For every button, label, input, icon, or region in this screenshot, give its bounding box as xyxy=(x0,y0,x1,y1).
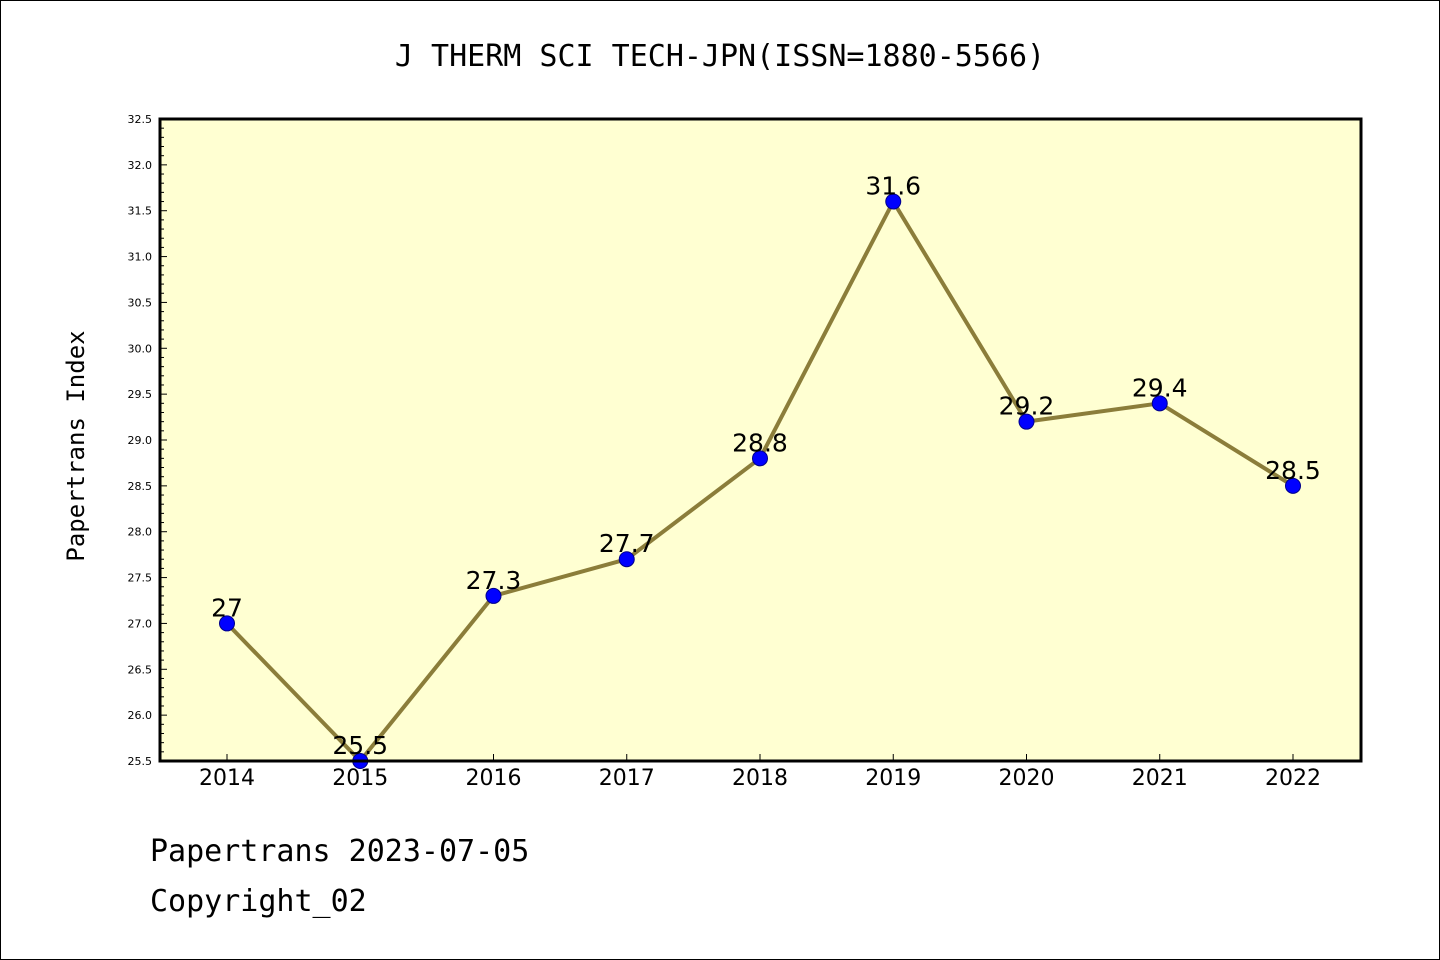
y-tick-label: 29.5 xyxy=(128,388,153,401)
y-tick-label: 32.0 xyxy=(128,159,153,172)
x-tick-label: 2015 xyxy=(332,766,388,791)
y-tick-label: 27.5 xyxy=(128,572,153,585)
plot-frame xyxy=(158,117,1363,763)
data-point-marker xyxy=(1151,395,1168,412)
y-tick-label: 30.0 xyxy=(128,342,153,355)
data-point-marker xyxy=(1018,413,1035,430)
data-label: 29.2 xyxy=(999,392,1055,421)
y-tick-label: 28.0 xyxy=(128,526,153,539)
data-label: 25.5 xyxy=(332,731,388,760)
y-tick-label: 26.0 xyxy=(128,709,153,722)
y-tick-label: 31.0 xyxy=(128,251,153,264)
data-point-marker xyxy=(618,551,635,568)
data-labels: 27 25.5 27.3 27.7 28.8 31.6 29.2 29.4 28.5 xyxy=(211,172,1321,760)
data-label: 28.5 xyxy=(1265,456,1321,485)
x-tick-label: 2016 xyxy=(466,766,522,791)
footer-date-stamp: Papertrans 2023-07-05 xyxy=(150,834,530,869)
x-tick-label: 2019 xyxy=(865,766,921,791)
x-tick-label: 2022 xyxy=(1265,766,1321,791)
data-label: 27 xyxy=(211,593,243,622)
chart-title: J THERM SCI TECH-JPN(ISSN=1880-5566) xyxy=(395,39,1045,74)
x-tick-label: 2021 xyxy=(1132,766,1188,791)
x-tick-label: 2018 xyxy=(732,766,788,791)
data-point-marker xyxy=(1285,477,1301,494)
x-tick-label: 2017 xyxy=(599,766,655,791)
data-point-marker xyxy=(485,587,502,604)
x-tick-label: 2014 xyxy=(199,766,255,791)
plot-area xyxy=(160,119,1361,761)
data-label: 29.4 xyxy=(1132,373,1188,402)
y-tick-label: 31.5 xyxy=(128,205,153,218)
y-tick-label: 25.5 xyxy=(128,755,153,768)
data-point-marker xyxy=(219,615,235,632)
data-point-marker xyxy=(752,450,768,467)
footer-copyright: Copyright_02 xyxy=(150,884,367,919)
y-axis-label: Papertrans Index xyxy=(62,330,90,561)
y-tick-label: 32.5 xyxy=(128,113,153,126)
x-tick-label: 2020 xyxy=(999,766,1055,791)
y-tick-label: 27.0 xyxy=(128,617,153,630)
y-axis-ticks: 25.5 26.0 26.5 27.0 27.5 28.0 28.5 29.0 29.5 30.0… xyxy=(128,113,167,768)
y-tick-label: 28.5 xyxy=(128,480,153,493)
data-label: 28.8 xyxy=(732,428,788,457)
data-label: 27.3 xyxy=(466,566,522,595)
y-tick-label: 30.5 xyxy=(128,296,153,309)
y-tick-label: 26.5 xyxy=(128,663,153,676)
data-label: 27.7 xyxy=(599,529,655,558)
data-label: 31.6 xyxy=(865,172,921,201)
x-axis-ticks: 2014 2015 2016 2017 2018 2019 2020 2021 2022 xyxy=(199,754,1321,791)
data-point-marker xyxy=(885,193,902,210)
y-tick-label: 29.0 xyxy=(128,434,153,447)
